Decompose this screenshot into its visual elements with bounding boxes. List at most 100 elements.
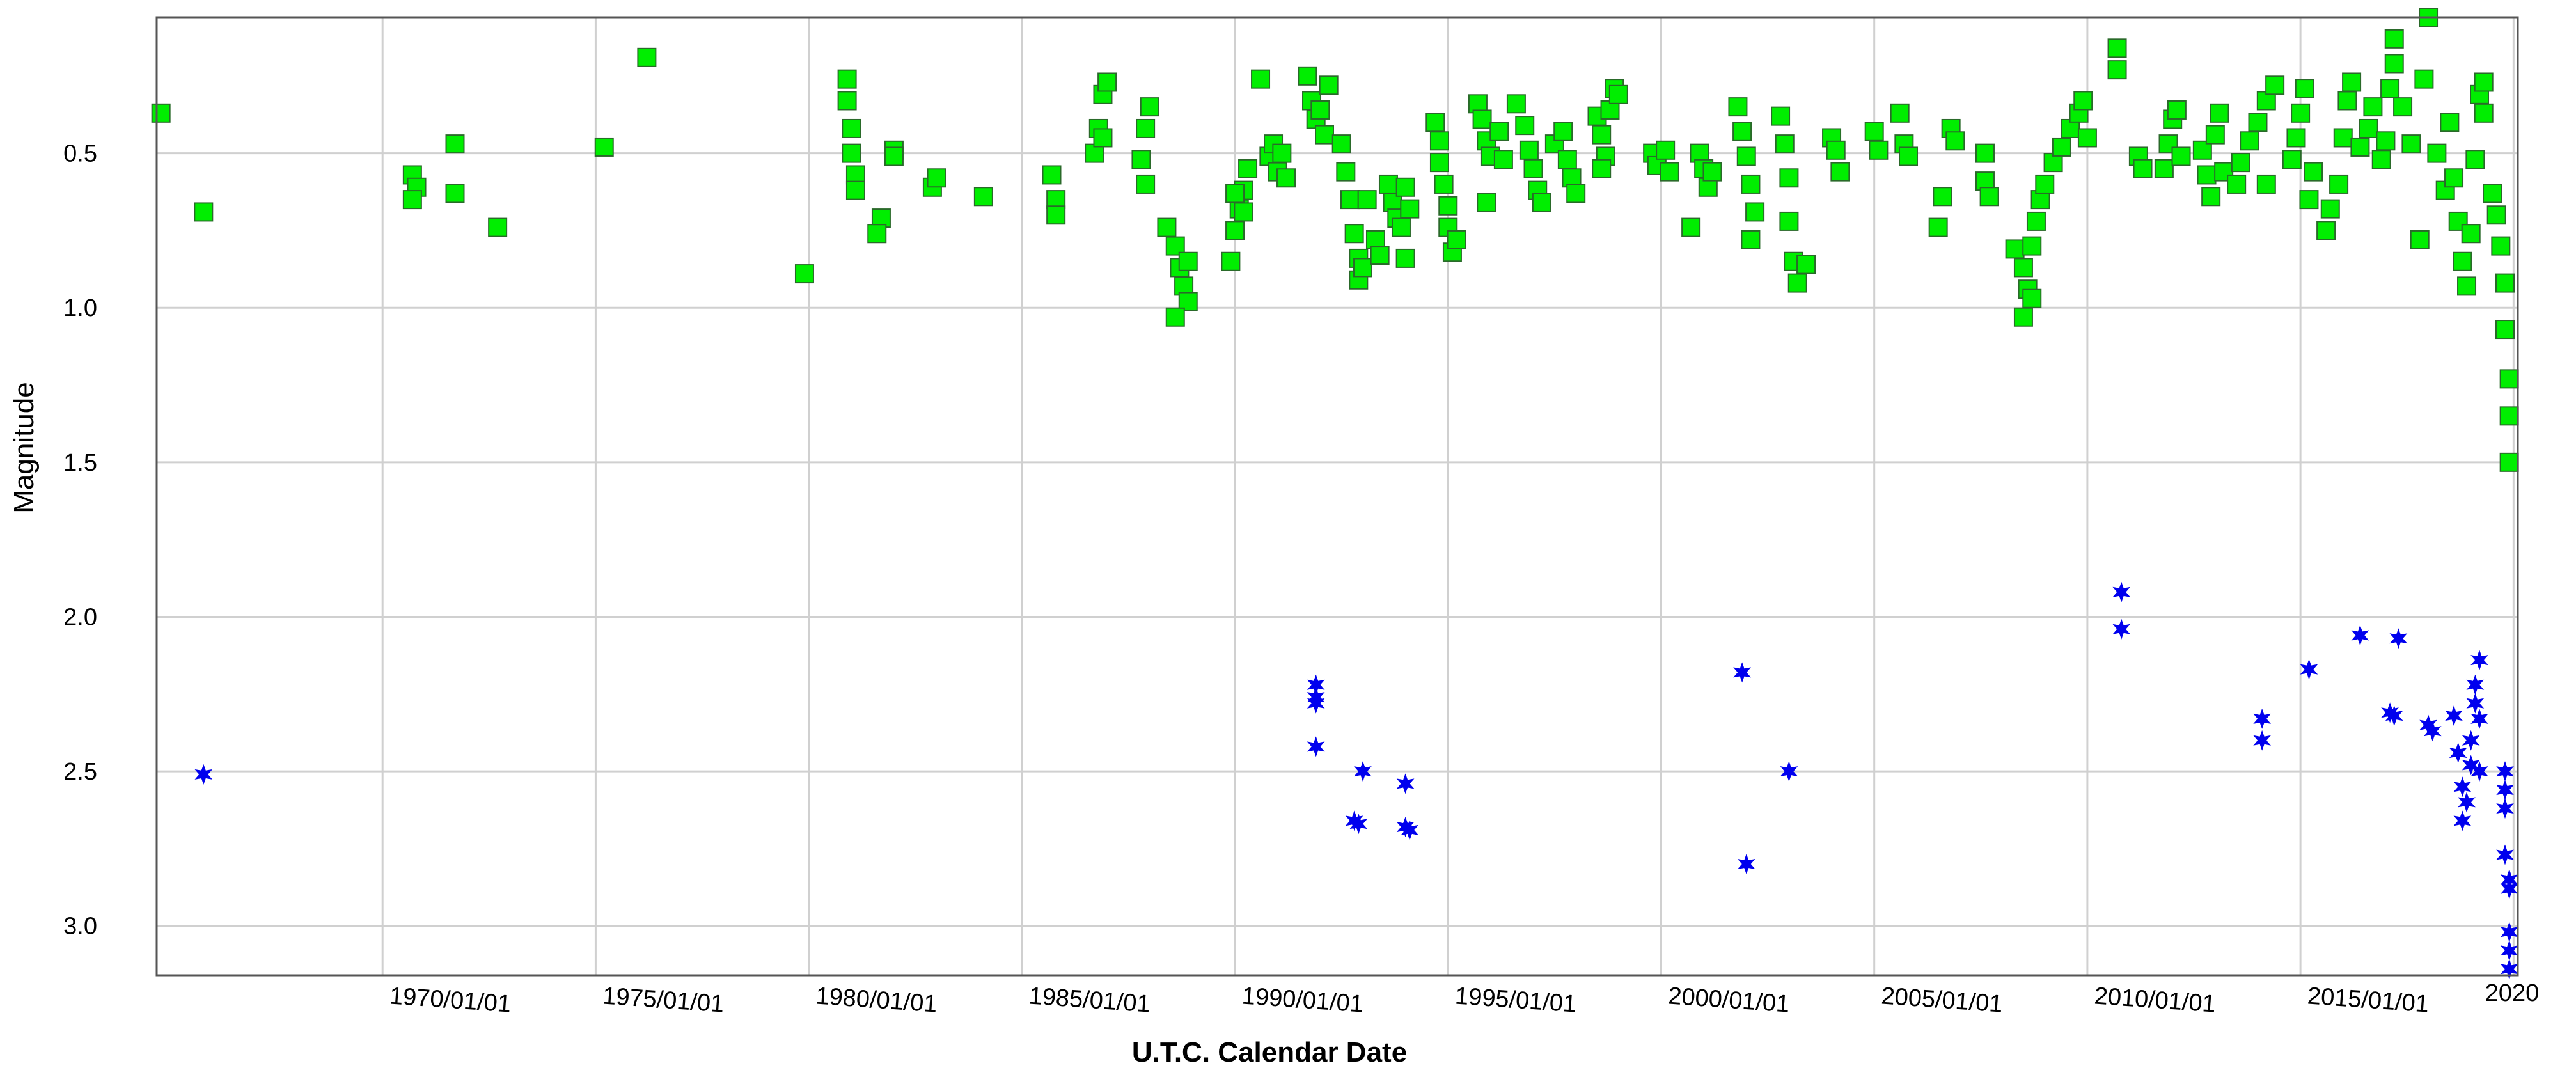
square-point bbox=[2371, 150, 2391, 169]
x-tick-label: 2000/01/01 bbox=[1667, 982, 1791, 1018]
square-point bbox=[884, 146, 904, 166]
square-point bbox=[1493, 150, 1513, 169]
square-point bbox=[1472, 109, 1492, 129]
square-point bbox=[194, 202, 214, 222]
square-point bbox=[1933, 187, 1952, 207]
square-point bbox=[2483, 184, 2502, 203]
star-point bbox=[1307, 674, 1325, 695]
star-point bbox=[2470, 650, 2488, 671]
square-point bbox=[1608, 84, 1628, 104]
x-tick-label: 1980/01/01 bbox=[815, 982, 938, 1018]
square-point bbox=[1945, 131, 1965, 151]
square-point bbox=[1741, 174, 1761, 194]
square-point bbox=[1830, 162, 1850, 182]
square-point bbox=[1741, 230, 1761, 249]
square-point bbox=[1234, 202, 1253, 222]
square-point bbox=[2167, 100, 2187, 120]
star-point bbox=[2496, 798, 2514, 819]
y-tick-label: 1.0 bbox=[63, 295, 97, 322]
square-point bbox=[1592, 159, 1612, 178]
square-point bbox=[1899, 146, 1919, 166]
x-tick-labels: 1970/01/01 1975/01/01 1980/01/01 1985/01/01… bbox=[389, 980, 2540, 1018]
square-point bbox=[2210, 103, 2229, 123]
square-point bbox=[1975, 143, 1995, 163]
star-point bbox=[1307, 693, 1325, 714]
square-point bbox=[1178, 251, 1198, 271]
star-point bbox=[2453, 810, 2472, 831]
square-point bbox=[1519, 140, 1539, 160]
square-point bbox=[1251, 69, 1271, 89]
square-point bbox=[1272, 143, 1292, 163]
square-point bbox=[2444, 168, 2464, 188]
square-point bbox=[2337, 91, 2357, 111]
square-point bbox=[2486, 205, 2506, 225]
x-tick-label: 2005/01/01 bbox=[1880, 982, 2004, 1018]
series-green-squares bbox=[151, 8, 2519, 472]
square-point bbox=[2316, 221, 2336, 240]
square-point bbox=[1771, 106, 1791, 126]
square-point bbox=[1131, 150, 1151, 169]
square-point bbox=[1979, 187, 1999, 207]
square-point bbox=[2393, 97, 2413, 117]
square-point bbox=[1046, 205, 1066, 225]
square-point bbox=[1310, 100, 1330, 120]
y-tick-label: 3.0 bbox=[63, 913, 97, 940]
square-point bbox=[2265, 75, 2285, 95]
square-point bbox=[2107, 38, 2127, 58]
square-point bbox=[927, 168, 946, 188]
star-point bbox=[1354, 761, 1372, 782]
square-point bbox=[1796, 255, 1816, 274]
star-point bbox=[2466, 693, 2485, 714]
square-point bbox=[2227, 174, 2247, 194]
star-point bbox=[2253, 708, 2271, 729]
star-point bbox=[1307, 736, 1325, 757]
square-point bbox=[1489, 122, 1509, 141]
square-point bbox=[2380, 79, 2400, 98]
square-point bbox=[1400, 199, 1420, 219]
square-point bbox=[842, 143, 861, 163]
square-point bbox=[2073, 91, 2093, 111]
square-point bbox=[2077, 128, 2097, 148]
square-point bbox=[1429, 131, 1449, 151]
star-point bbox=[2462, 755, 2480, 776]
square-point bbox=[1225, 184, 1245, 203]
square-point bbox=[1331, 134, 1351, 154]
series-blue-stars bbox=[194, 581, 2518, 980]
square-point bbox=[1340, 190, 1360, 210]
square-point bbox=[1728, 97, 1748, 117]
square-point bbox=[1566, 184, 1586, 203]
square-point bbox=[837, 91, 857, 111]
square-point bbox=[1395, 248, 1415, 268]
star-point bbox=[2470, 708, 2488, 729]
plot-frame bbox=[155, 16, 2519, 977]
square-point bbox=[2201, 187, 2221, 207]
star-point bbox=[2496, 761, 2514, 782]
square-point bbox=[2401, 134, 2421, 154]
square-point bbox=[2499, 406, 2519, 426]
square-point bbox=[2171, 146, 2191, 166]
square-point bbox=[1438, 196, 1458, 216]
y-tick-labels: 0.5 1.0 1.5 2.0 2.5 3.0 bbox=[63, 141, 97, 940]
x-axis-title: U.T.C. Calendar Date bbox=[1132, 1037, 1407, 1068]
star-point bbox=[2462, 730, 2480, 751]
square-point bbox=[1506, 94, 1526, 114]
square-point bbox=[2286, 128, 2306, 148]
square-point bbox=[1319, 75, 1339, 95]
y-tick-label: 0.5 bbox=[63, 141, 97, 168]
square-point bbox=[1097, 72, 1117, 92]
square-point bbox=[1391, 217, 1411, 237]
square-point bbox=[2342, 72, 2362, 92]
square-point bbox=[2256, 174, 2276, 194]
square-point bbox=[2282, 150, 2302, 169]
square-point bbox=[2414, 69, 2434, 89]
y-axis-title: Magnitude bbox=[8, 382, 40, 513]
square-point bbox=[2333, 128, 2353, 148]
square-point bbox=[2133, 159, 2153, 178]
x-tick-label: 2015/01/01 bbox=[2307, 982, 2430, 1018]
square-point bbox=[2291, 103, 2311, 123]
star-point bbox=[2385, 705, 2403, 727]
star-point bbox=[2496, 844, 2514, 865]
square-point bbox=[2474, 72, 2494, 92]
square-point bbox=[867, 224, 887, 244]
square-point bbox=[1370, 246, 1390, 265]
